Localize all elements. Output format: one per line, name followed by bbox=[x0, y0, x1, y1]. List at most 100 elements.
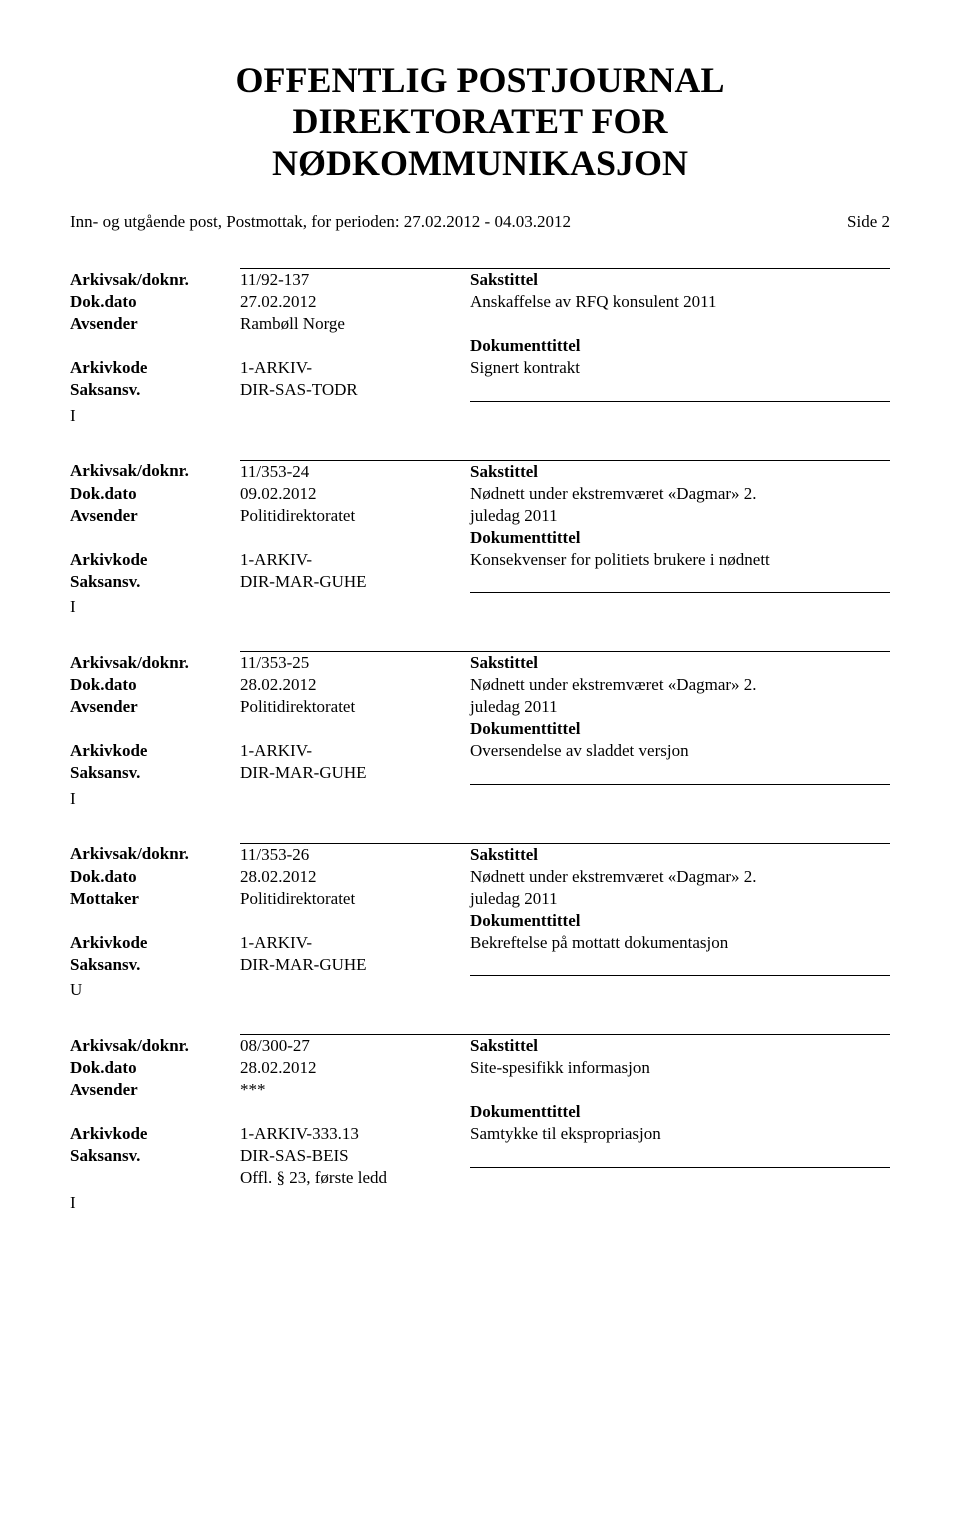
right-bottom-rule bbox=[470, 762, 890, 784]
label-dokdato: Dok.dato bbox=[70, 483, 240, 505]
value-saksansv: DIR-MAR-GUHE bbox=[240, 954, 470, 976]
label-party: Avsender bbox=[70, 313, 240, 335]
io-marker: I bbox=[70, 402, 890, 426]
value-dokdato: 28.02.2012 bbox=[240, 866, 470, 888]
value-arkivsak: 11/92-137 bbox=[240, 269, 470, 292]
label-sakstittel: Sakstittel bbox=[470, 652, 890, 675]
value-arkivkode: 1-ARKIV- bbox=[240, 740, 470, 762]
io-marker: I bbox=[70, 785, 890, 809]
value-doktittel: Konsekvenser for politiets brukere i nød… bbox=[470, 549, 890, 571]
value-sakstittel2 bbox=[470, 1079, 890, 1101]
label-arkivsak: Arkivsak/doknr. bbox=[70, 843, 240, 866]
value-arkivsak: 11/353-26 bbox=[240, 843, 470, 866]
label-dokdato: Dok.dato bbox=[70, 674, 240, 696]
right-bottom-rule bbox=[470, 1145, 890, 1167]
value-doktittel: Oversendelse av sladdet versjon bbox=[470, 740, 890, 762]
record-table: Arkivsak/doknr. 11/92-137 Sakstittel Dok… bbox=[70, 268, 890, 402]
right-bottom-rule bbox=[470, 954, 890, 976]
value-party: Politidirektoratet bbox=[240, 696, 470, 718]
value-sakstittel: Site-spesifikk informasjon bbox=[470, 1057, 890, 1079]
label-saksansv: Saksansv. bbox=[70, 379, 240, 401]
sub-header: Inn- og utgående post, Postmottak, for p… bbox=[70, 212, 890, 232]
io-marker: I bbox=[70, 1189, 890, 1213]
value-party: Politidirektoratet bbox=[240, 888, 470, 910]
record-table: Arkivsak/doknr. 11/353-25 Sakstittel Dok… bbox=[70, 651, 890, 785]
label-dokumenttittel: Dokumenttittel bbox=[470, 335, 890, 357]
document-header: OFFENTLIG POSTJOURNAL DIREKTORATET FOR N… bbox=[70, 60, 890, 184]
label-party: Mottaker bbox=[70, 888, 240, 910]
value-extra: Offl. § 23, første ledd bbox=[240, 1167, 470, 1189]
record-table: Arkivsak/doknr. 08/300-27 Sakstittel Dok… bbox=[70, 1034, 890, 1189]
label-sakstittel: Sakstittel bbox=[470, 843, 890, 866]
label-dokdato: Dok.dato bbox=[70, 1057, 240, 1079]
value-sakstittel: Nødnett under ekstremværet «Dagmar» 2. bbox=[470, 483, 890, 505]
right-extra bbox=[470, 1167, 890, 1189]
value-arkivkode: 1-ARKIV-333.13 bbox=[240, 1123, 470, 1145]
value-blank bbox=[240, 1101, 470, 1123]
value-arkivsak: 11/353-24 bbox=[240, 460, 470, 483]
value-sakstittel: Anskaffelse av RFQ konsulent 2011 bbox=[470, 291, 890, 313]
label-dokumenttittel: Dokumenttittel bbox=[470, 1101, 890, 1123]
value-sakstittel2: juledag 2011 bbox=[470, 505, 890, 527]
label-blank bbox=[70, 718, 240, 740]
label-party: Avsender bbox=[70, 696, 240, 718]
label-dokdato: Dok.dato bbox=[70, 291, 240, 313]
record: Arkivsak/doknr. 11/353-25 Sakstittel Dok… bbox=[70, 651, 890, 809]
label-blank bbox=[70, 1101, 240, 1123]
page-number: Side 2 bbox=[827, 212, 890, 232]
record: Arkivsak/doknr. 11/353-26 Sakstittel Dok… bbox=[70, 843, 890, 1001]
record: Arkivsak/doknr. 11/92-137 Sakstittel Dok… bbox=[70, 268, 890, 426]
label-saksansv: Saksansv. bbox=[70, 762, 240, 784]
label-extra bbox=[70, 1167, 240, 1189]
label-arkivkode: Arkivkode bbox=[70, 1123, 240, 1145]
value-saksansv: DIR-SAS-TODR bbox=[240, 379, 470, 401]
label-saksansv: Saksansv. bbox=[70, 1145, 240, 1167]
label-arkivsak: Arkivsak/doknr. bbox=[70, 652, 240, 675]
value-doktittel: Samtykke til ekspropriasjon bbox=[470, 1123, 890, 1145]
value-arkivsak: 08/300-27 bbox=[240, 1035, 470, 1058]
label-dokumenttittel: Dokumenttittel bbox=[470, 527, 890, 549]
label-saksansv: Saksansv. bbox=[70, 571, 240, 593]
value-doktittel: Bekreftelse på mottatt dokumentasjon bbox=[470, 932, 890, 954]
value-party: Politidirektoratet bbox=[240, 505, 470, 527]
label-sakstittel: Sakstittel bbox=[470, 460, 890, 483]
value-blank bbox=[240, 335, 470, 357]
page: OFFENTLIG POSTJOURNAL DIREKTORATET FOR N… bbox=[0, 0, 960, 1307]
label-dokdato: Dok.dato bbox=[70, 866, 240, 888]
label-arkivsak: Arkivsak/doknr. bbox=[70, 269, 240, 292]
label-sakstittel: Sakstittel bbox=[470, 269, 890, 292]
title-line-2: DIREKTORATET FOR bbox=[70, 101, 890, 142]
value-dokdato: 28.02.2012 bbox=[240, 674, 470, 696]
label-dokumenttittel: Dokumenttittel bbox=[470, 718, 890, 740]
value-saksansv: DIR-MAR-GUHE bbox=[240, 571, 470, 593]
label-dokumenttittel: Dokumenttittel bbox=[470, 910, 890, 932]
value-sakstittel2: juledag 2011 bbox=[470, 696, 890, 718]
record: Arkivsak/doknr. 11/353-24 Sakstittel Dok… bbox=[70, 460, 890, 618]
value-arkivkode: 1-ARKIV- bbox=[240, 932, 470, 954]
label-arkivkode: Arkivkode bbox=[70, 357, 240, 379]
value-arkivsak: 11/353-25 bbox=[240, 652, 470, 675]
right-bottom-rule bbox=[470, 571, 890, 593]
label-arkivkode: Arkivkode bbox=[70, 549, 240, 571]
label-blank bbox=[70, 335, 240, 357]
label-arkivsak: Arkivsak/doknr. bbox=[70, 460, 240, 483]
value-dokdato: 09.02.2012 bbox=[240, 483, 470, 505]
value-saksansv: DIR-SAS-BEIS bbox=[240, 1145, 470, 1167]
record-table: Arkivsak/doknr. 11/353-24 Sakstittel Dok… bbox=[70, 460, 890, 594]
record: Arkivsak/doknr. 08/300-27 Sakstittel Dok… bbox=[70, 1034, 890, 1213]
value-dokdato: 27.02.2012 bbox=[240, 291, 470, 313]
value-sakstittel: Nødnett under ekstremværet «Dagmar» 2. bbox=[470, 866, 890, 888]
value-arkivkode: 1-ARKIV- bbox=[240, 549, 470, 571]
title-line-3: NØDKOMMUNIKASJON bbox=[70, 143, 890, 184]
value-saksansv: DIR-MAR-GUHE bbox=[240, 762, 470, 784]
value-dokdato: 28.02.2012 bbox=[240, 1057, 470, 1079]
label-saksansv: Saksansv. bbox=[70, 954, 240, 976]
label-blank bbox=[70, 527, 240, 549]
label-blank bbox=[70, 910, 240, 932]
io-marker: U bbox=[70, 976, 890, 1000]
period-text: Inn- og utgående post, Postmottak, for p… bbox=[70, 212, 827, 232]
label-arkivkode: Arkivkode bbox=[70, 740, 240, 762]
value-blank bbox=[240, 718, 470, 740]
label-party: Avsender bbox=[70, 505, 240, 527]
value-blank bbox=[240, 527, 470, 549]
